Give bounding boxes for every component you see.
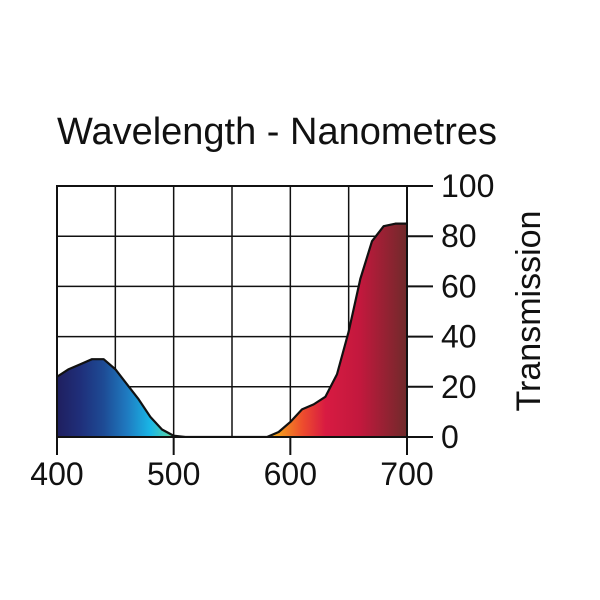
x-tick-label-500: 500	[147, 456, 200, 492]
y-tick-label-40: 40	[441, 319, 477, 355]
y-tick-label-100: 100	[441, 168, 494, 204]
y-tick-label-80: 80	[441, 218, 477, 254]
y-tick-label-60: 60	[441, 268, 477, 304]
transmission-area	[57, 223, 407, 437]
y-axis-ticks: 0 20 40 60 80 100	[407, 168, 494, 455]
chart-title: Wavelength - Nanometres	[57, 111, 497, 153]
y-tick-label-20: 20	[441, 369, 477, 405]
x-tick-label-600: 600	[264, 456, 317, 492]
y-tick-label-0: 0	[441, 419, 459, 455]
x-axis-ticks: 400 500 600 700	[30, 437, 434, 492]
y-axis-label: Transmission	[510, 211, 548, 412]
x-tick-label-700: 700	[380, 456, 433, 492]
x-tick-label-400: 400	[30, 456, 83, 492]
plot-frame	[56, 185, 408, 438]
transmission-line	[57, 222, 407, 437]
